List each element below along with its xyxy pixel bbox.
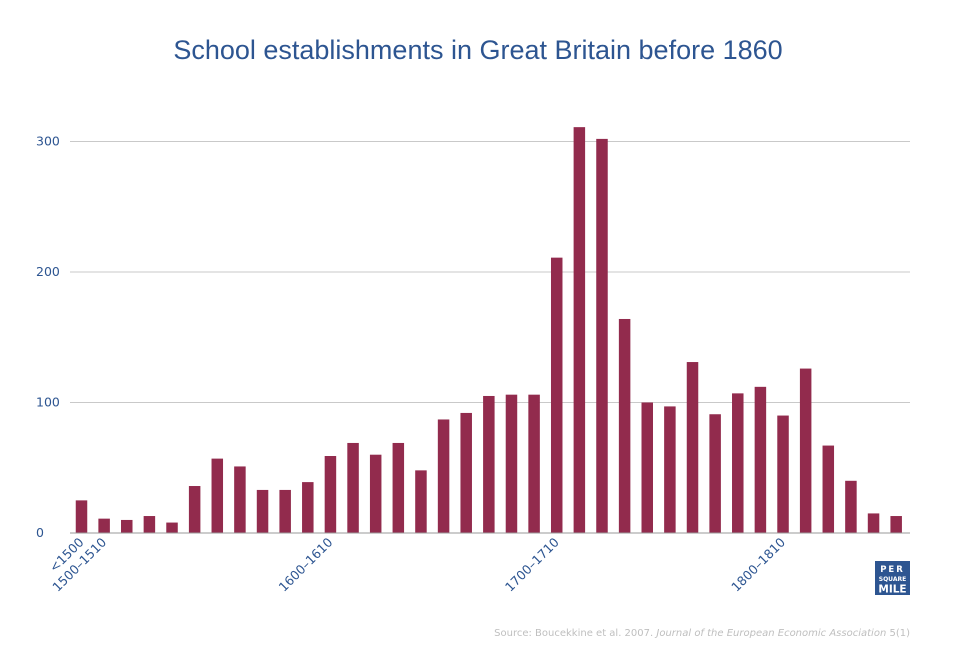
bar xyxy=(596,138,608,533)
bar xyxy=(234,466,246,533)
bar xyxy=(641,402,653,533)
bar xyxy=(528,394,540,533)
chart-title: School establishments in Great Britain b… xyxy=(173,35,782,65)
y-axis-ticks: 0 100 200 300 xyxy=(36,134,60,541)
gridlines xyxy=(70,141,910,403)
bar xyxy=(890,516,902,533)
bar xyxy=(732,393,744,533)
bar xyxy=(686,362,699,533)
bar xyxy=(143,516,156,533)
bar xyxy=(483,395,495,533)
bar xyxy=(664,406,676,533)
bar xyxy=(550,257,563,533)
per-square-mile-logo: PER SQUARE MILE xyxy=(875,561,910,596)
bar xyxy=(415,470,427,533)
bar xyxy=(279,489,291,533)
bar xyxy=(302,482,314,533)
bar xyxy=(573,127,586,534)
bar xyxy=(324,456,337,533)
bar xyxy=(618,318,631,533)
source-prefix: Source: Boucekkine et al. 2007. xyxy=(494,628,656,639)
y-tick-label: 300 xyxy=(36,134,60,149)
y-tick-label: 200 xyxy=(36,264,60,279)
bar xyxy=(867,513,880,533)
source-suffix: 5(1) xyxy=(886,628,910,639)
logo-line-per: PER xyxy=(880,565,905,575)
bar xyxy=(822,445,835,533)
source-journal: Journal of the European Economic Associa… xyxy=(654,628,886,639)
bar xyxy=(777,415,789,533)
bar xyxy=(166,522,178,533)
logo-background xyxy=(875,561,910,595)
bar xyxy=(188,486,201,533)
bar xyxy=(347,442,359,533)
bar xyxy=(75,500,88,533)
bar xyxy=(392,442,405,533)
bar xyxy=(256,489,269,533)
bar xyxy=(460,412,472,533)
bar xyxy=(505,394,518,533)
logo-line-square: SQUARE xyxy=(879,576,906,583)
bar xyxy=(121,519,133,533)
bar xyxy=(98,518,110,533)
bar xyxy=(369,454,382,533)
logo-line-mile: MILE xyxy=(878,584,906,596)
y-tick-label: 0 xyxy=(36,525,44,540)
bar xyxy=(709,414,721,533)
bar xyxy=(211,458,224,533)
source-note: Source: Boucekkine et al. 2007. Journal … xyxy=(494,628,910,639)
bar xyxy=(845,480,857,533)
bar xyxy=(799,368,812,533)
bars xyxy=(75,127,902,534)
x-tick-label: 1600–1610 xyxy=(276,534,336,594)
y-tick-label: 100 xyxy=(36,395,60,410)
x-tick-label: 1800–1810 xyxy=(728,534,788,594)
bar xyxy=(754,386,767,533)
x-tick-label: 1700–1710 xyxy=(502,534,562,594)
bar xyxy=(437,419,450,533)
